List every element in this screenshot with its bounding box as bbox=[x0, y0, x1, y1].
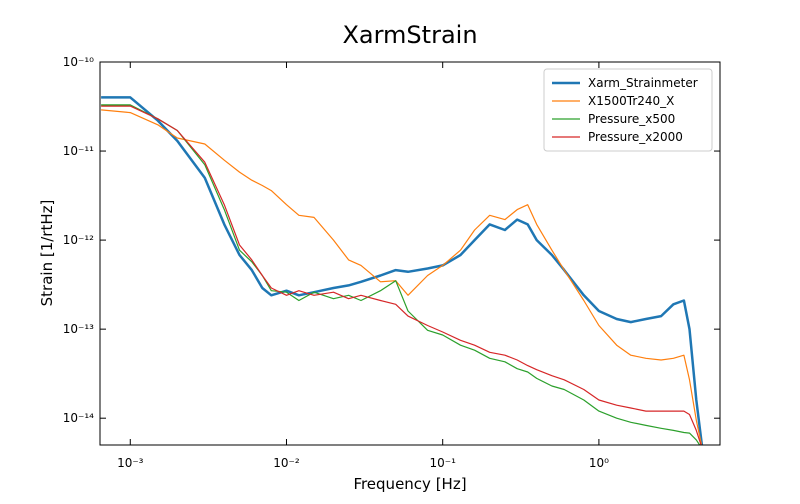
y-axis-label: Strain [1/rtHz] bbox=[38, 200, 56, 307]
legend-label: Pressure_x2000 bbox=[588, 130, 683, 144]
y-tick-label: 10⁻¹¹ bbox=[63, 144, 94, 158]
series-line bbox=[101, 109, 703, 445]
legend-label: Pressure_x500 bbox=[588, 112, 675, 126]
x-tick-label: 10⁻¹ bbox=[429, 456, 456, 470]
x-axis-label: Frequency [Hz] bbox=[353, 475, 466, 493]
y-tick-label: 10⁻¹² bbox=[63, 233, 94, 247]
legend: Xarm_Strainmeter X1500Tr240_X Pressure_x50… bbox=[543, 68, 713, 152]
series-line bbox=[101, 104, 701, 445]
plot-lines bbox=[101, 96, 704, 445]
x-tick-label: 10⁻³ bbox=[117, 456, 144, 470]
y-tick-label: 10⁻¹⁰ bbox=[63, 55, 94, 69]
legend-label: X1500Tr240_X bbox=[588, 94, 674, 108]
x-tick-label: 10⁻² bbox=[273, 456, 300, 470]
legend-box bbox=[543, 68, 713, 152]
plot-frame bbox=[99, 61, 721, 446]
y-tick-label: 10⁻¹⁴ bbox=[63, 411, 94, 425]
y-tick-label: 10⁻¹³ bbox=[63, 322, 94, 336]
legend-label: Xarm_Strainmeter bbox=[588, 76, 698, 90]
chart-title: XarmStrain bbox=[342, 21, 477, 49]
x-tick-label: 10⁰ bbox=[589, 456, 609, 470]
series-line bbox=[101, 105, 702, 445]
